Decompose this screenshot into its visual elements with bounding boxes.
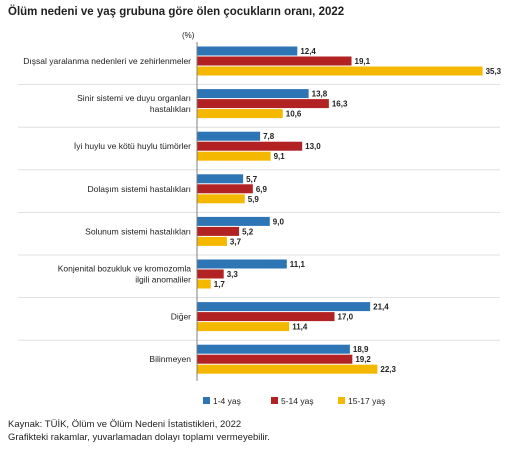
bar-5-14-ya	[197, 56, 352, 66]
bar-15-17-ya	[197, 279, 211, 289]
value-label: 17,0	[338, 313, 354, 322]
value-label: 9,1	[274, 152, 286, 161]
value-label: 13,8	[312, 90, 328, 99]
bar-15-17-ya	[197, 322, 290, 332]
value-label: 5,2	[242, 227, 254, 236]
category-label: ilgili anomaliler	[135, 275, 191, 285]
bar-1-4-ya	[197, 89, 309, 99]
bar-15-17-ya	[197, 236, 227, 246]
value-label: 3,7	[230, 237, 242, 246]
value-label: 22,3	[380, 365, 396, 374]
bar-5-14-ya	[197, 312, 335, 322]
source-line-2: Grafikteki rakamlar, yuvarlamadan dolayı…	[8, 432, 270, 443]
legend-label: 15-17 yaş	[348, 396, 385, 406]
category-label: Solunum sistemi hastalıkları	[85, 226, 191, 236]
unit-label: (%)	[182, 31, 195, 40]
bar-15-17-ya	[197, 194, 245, 204]
category-label: Diğer	[171, 312, 191, 322]
value-label: 35,3	[486, 67, 502, 76]
bar-1-4-ya	[197, 131, 261, 141]
value-label: 12,4	[300, 47, 316, 56]
category-label: İyi huylu ve kötü huylu tümörler	[74, 141, 191, 151]
bar-15-17-ya	[197, 364, 378, 374]
bar-1-4-ya	[197, 216, 270, 226]
bar-15-17-ya	[197, 151, 271, 161]
bar-5-14-ya	[197, 269, 224, 279]
category-label: Konjenital bozukluk ve kromozomla	[58, 264, 192, 274]
value-label: 9,0	[273, 217, 285, 226]
value-label: 18,9	[353, 345, 369, 354]
value-label: 1,7	[214, 280, 226, 289]
bar-1-4-ya	[197, 174, 244, 184]
category-label: Dışsal yaralanma nedenleri ve zehirlenme…	[23, 56, 191, 66]
source-note: Kaynak: TÜİK, Ölüm ve Ölüm Nedeni İstati…	[8, 418, 270, 444]
value-label: 16,3	[332, 100, 348, 109]
bar-15-17-ya	[197, 66, 483, 76]
bar-5-14-ya	[197, 141, 303, 151]
bar-chart: (%) Dışsal yaralanma nedenleri ve zehirle…	[18, 31, 502, 406]
bar-1-4-ya	[197, 46, 298, 56]
category-label: Bilinmeyen	[149, 354, 191, 364]
bar-5-14-ya	[197, 99, 329, 109]
legend-swatch-1-4-ya	[203, 397, 210, 404]
value-label: 6,9	[256, 185, 268, 194]
legend-swatch-5-14-ya	[271, 397, 278, 404]
value-label: 10,6	[286, 110, 302, 119]
bar-1-4-ya	[197, 259, 287, 269]
bar-5-14-ya	[197, 184, 253, 194]
value-label: 13,0	[305, 142, 321, 151]
chart-title: Ölüm nedeni ve yaş grubuna göre ölen çoc…	[8, 6, 345, 18]
bar-5-14-ya	[197, 226, 240, 236]
legend-label: 1-4 yaş	[213, 396, 241, 406]
value-label: 5,9	[248, 195, 260, 204]
value-label: 21,4	[373, 303, 389, 312]
legend-label: 5-14 yaş	[281, 396, 314, 406]
category-label: hastalıkları	[150, 104, 191, 114]
source-line-1: Kaynak: TÜİK, Ölüm ve Ölüm Nedeni İstati…	[8, 419, 242, 430]
category-label: Sinir sistemi ve duyu organları	[77, 93, 191, 103]
value-label: 7,8	[263, 132, 275, 141]
value-label: 19,2	[355, 355, 371, 364]
bar-1-4-ya	[197, 344, 350, 354]
value-label: 11,1	[290, 260, 306, 269]
bar-1-4-ya	[197, 302, 371, 312]
bar-5-14-ya	[197, 354, 353, 364]
value-label: 5,7	[246, 175, 258, 184]
category-label: Dolaşım sistemi hastalıkları	[88, 184, 191, 194]
value-label: 11,4	[292, 323, 308, 332]
value-label: 3,3	[227, 270, 239, 279]
legend-swatch-15-17-ya	[338, 397, 345, 404]
value-label: 19,1	[355, 57, 371, 66]
bar-15-17-ya	[197, 109, 283, 119]
